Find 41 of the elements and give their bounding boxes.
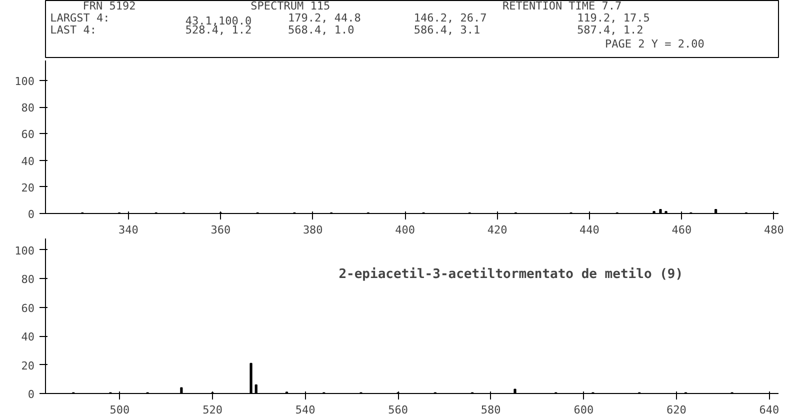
text: LARGST 4: bbox=[50, 12, 110, 24]
x-tick-label: 500 bbox=[110, 404, 130, 416]
x-tick-label: 480 bbox=[764, 224, 784, 236]
text: 179.2, 44.8 bbox=[288, 12, 361, 24]
y-tick-label: 20 bbox=[21, 359, 35, 372]
x-tick-label: 360 bbox=[210, 224, 231, 236]
x-tick-label: 580 bbox=[480, 404, 501, 416]
y-tick-label: 40 bbox=[21, 154, 35, 168]
text: 119.2, 17.5 bbox=[577, 12, 650, 24]
x-tick-label: 600 bbox=[574, 404, 594, 416]
y-tick-label: 20 bbox=[21, 181, 35, 194]
x-tick-label: 380 bbox=[302, 224, 323, 236]
text: PAGE 2 Y = 2.00 bbox=[605, 38, 704, 50]
text: LAST 4: bbox=[50, 24, 97, 36]
x-tick-label: 440 bbox=[580, 224, 600, 236]
x-tick-label: 640 bbox=[759, 404, 780, 416]
x-tick-label: 400 bbox=[395, 224, 416, 236]
text: RETENTION TIME 7.7 bbox=[502, 0, 622, 12]
text: 586.4, 3.1 bbox=[414, 24, 480, 36]
text: 587.4, 1.2 bbox=[577, 24, 644, 36]
y-tick-label: 60 bbox=[21, 128, 35, 142]
text: SPECTRUM 115 bbox=[250, 0, 330, 12]
x-tick-label: 340 bbox=[118, 224, 138, 236]
text: 146.2, 26.7 bbox=[414, 12, 487, 24]
text: 568.4, 1.0 bbox=[288, 24, 354, 36]
y-tick-label: 0 bbox=[28, 388, 34, 401]
y-tick-label: 0 bbox=[28, 208, 34, 221]
x-tick-label: 520 bbox=[202, 404, 222, 416]
x-tick-label: 540 bbox=[295, 404, 316, 416]
y-tick-label: 40 bbox=[21, 330, 35, 344]
y-tick-label: 80 bbox=[21, 102, 35, 115]
y-tick-label: 60 bbox=[21, 302, 35, 315]
x-tick-label: 420 bbox=[487, 224, 508, 236]
y-tick-label: 100 bbox=[14, 244, 35, 258]
y-tick-label: 100 bbox=[14, 74, 35, 88]
x-tick-label: 560 bbox=[388, 404, 408, 416]
annotation: 2-epiacetil-3-acetiltormentato de metilo (9) bbox=[338, 266, 684, 282]
y-tick-label: 80 bbox=[21, 273, 35, 286]
x-tick-label: 620 bbox=[666, 404, 686, 416]
text: FRN 5192 bbox=[82, 0, 136, 12]
x-tick-label: 460 bbox=[672, 224, 692, 236]
